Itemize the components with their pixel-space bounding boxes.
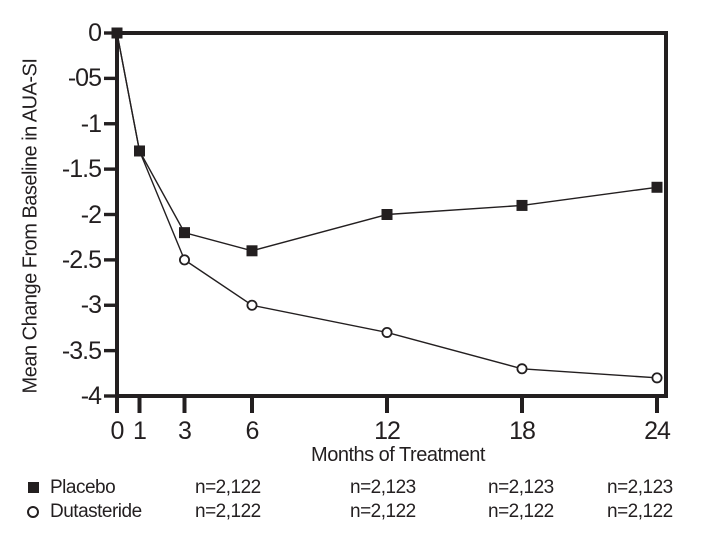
series-line-dutasteride (116, 32, 658, 379)
placebo-filled-square-icon (28, 482, 39, 493)
open-circle-marker (381, 326, 393, 338)
x-tick-label: 6 (245, 417, 260, 445)
x-tick-label: 3 (178, 417, 192, 445)
filled-square-marker (516, 199, 528, 211)
y-tick-label: -1 (80, 109, 102, 138)
x-tick-label: 0 (110, 417, 125, 445)
filled-square-marker (651, 181, 663, 193)
dutasteride-open-circle-icon (27, 506, 39, 518)
n-count-dutasteride: n=2,122 (607, 501, 673, 522)
legend-label-dutasteride: Dutasteride (50, 501, 142, 522)
x-tick-label: 18 (509, 417, 536, 445)
y-tick-label: -05 (67, 64, 102, 93)
filled-square-marker (134, 145, 145, 157)
open-circle-marker (651, 372, 663, 384)
x-tick-label: 1 (133, 417, 147, 445)
y-tick-label: -2 (80, 200, 102, 229)
y-tick-label: -3 (80, 291, 102, 320)
open-circle-marker (178, 254, 190, 266)
n-count-dutasteride: n=2,122 (488, 501, 554, 522)
n-count-placebo: n=2,123 (488, 477, 554, 498)
filled-square-marker (381, 209, 393, 220)
y-tick-label: -1.5 (61, 155, 102, 184)
filled-square-marker (111, 27, 123, 39)
filled-square-marker (179, 227, 190, 239)
y-tick-label: -2.5 (61, 245, 102, 274)
filled-square-marker (246, 245, 258, 257)
x-axis-title: Months of Treatment (311, 444, 485, 466)
n-count-placebo: n=2,123 (607, 477, 673, 498)
y-tick-label: -3.5 (61, 336, 102, 365)
n-count-placebo: n=2,123 (350, 477, 416, 498)
x-tick-label: 24 (644, 417, 671, 445)
n-count-dutasteride: n=2,122 (350, 501, 416, 522)
y-axis-title: Mean Change From Baseline in AUA-SI (19, 58, 42, 394)
open-circle-marker (516, 363, 528, 375)
y-tick-label: -4 (80, 382, 102, 410)
legend-label-placebo: Placebo (50, 477, 116, 498)
open-circle-marker (246, 299, 258, 311)
n-count-dutasteride: n=2,122 (195, 501, 261, 522)
y-tick-label: 0 (88, 19, 102, 47)
n-count-placebo: n=2,122 (195, 477, 261, 498)
x-tick-label: 12 (374, 417, 401, 445)
